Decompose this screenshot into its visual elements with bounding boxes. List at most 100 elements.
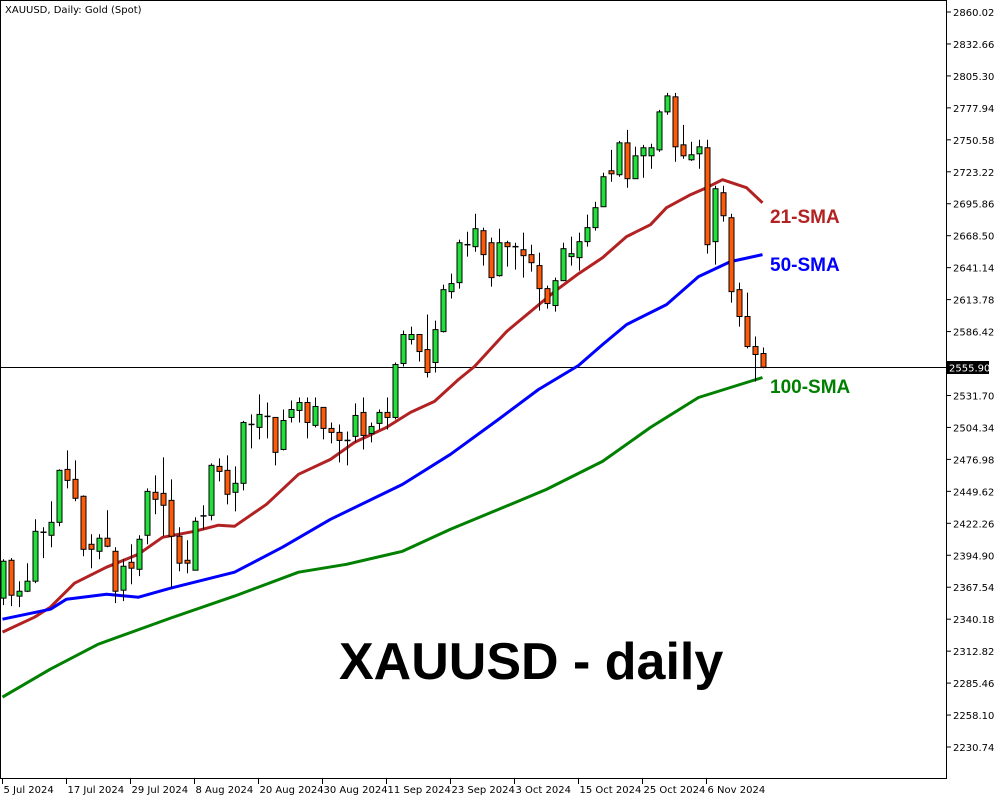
candle (640, 144, 647, 178)
candle (656, 109, 663, 152)
candle-body-bear (64, 468, 71, 481)
candle-body-bull (408, 334, 415, 341)
candle-body-bull (456, 242, 463, 284)
y-tick-label: 2777.94 (953, 104, 994, 115)
candle-body-bull (432, 329, 439, 364)
candle (392, 362, 399, 420)
candle (48, 501, 55, 548)
candle-body-bull (368, 425, 375, 434)
candle-body-bull (568, 253, 575, 258)
candle-body-bear (504, 242, 511, 248)
candle-body-bull (0, 560, 7, 599)
x-tick-label: 11 Sep 2024 (388, 785, 451, 796)
candle (344, 431, 351, 466)
candle (56, 469, 63, 527)
candle-body-bull (496, 242, 503, 277)
x-axis: 5 Jul 2024 17 Jul 2024 29 Jul 2024 8 Aug 20… (2, 779, 765, 796)
candle-body-bull (392, 364, 399, 418)
candle (152, 475, 159, 515)
candle-body-bear (88, 543, 95, 550)
candle (448, 273, 455, 299)
candle-body-bear (8, 559, 15, 596)
candle-body-bear (184, 559, 191, 564)
candle-body-bull (632, 155, 639, 180)
y-tick-label: 2641.14 (953, 264, 994, 275)
x-tick-label: 17 Jul 2024 (68, 785, 125, 796)
candle-body-bear (112, 550, 119, 592)
candle (32, 519, 39, 584)
sma-line-50-sma (2, 253, 763, 621)
candle (536, 252, 543, 311)
candle-body-bull (576, 241, 583, 259)
candle (568, 236, 575, 266)
candle (648, 143, 655, 169)
candle (672, 92, 679, 162)
candle-body-bull (616, 142, 623, 176)
candle (688, 141, 695, 161)
candle (504, 240, 511, 267)
candle (376, 409, 383, 430)
candle (608, 149, 615, 182)
x-tick-label: 23 Sep 2024 (452, 785, 515, 796)
candle-body-bear (80, 495, 87, 550)
y-tick-label: 2805.30 (953, 72, 994, 83)
candle (664, 92, 671, 115)
y-tick-label: 2312.82 (953, 647, 994, 658)
candle (720, 185, 727, 222)
candle (464, 231, 471, 257)
candle (440, 284, 447, 333)
candle-body-bull (56, 469, 63, 523)
candle (16, 581, 23, 608)
candle (280, 409, 287, 451)
candle (312, 397, 319, 428)
chart-title: XAUUSD, Daily: Gold (Spot) (5, 5, 142, 16)
candle (352, 403, 359, 443)
y-tick-label: 2285.46 (953, 679, 994, 690)
candle-body-bear (704, 147, 711, 246)
candle-body-bear (536, 265, 543, 290)
candle-body-bear (224, 469, 231, 495)
candle (72, 460, 79, 502)
y-tick-label: 2258.10 (953, 711, 994, 722)
candle (144, 488, 151, 545)
candle-body-bull (600, 176, 607, 208)
candle-body-bear (624, 142, 631, 180)
candle (240, 420, 247, 491)
candle (232, 466, 239, 512)
candle (424, 314, 431, 378)
candle-body-bull (648, 147, 655, 157)
candle (8, 558, 15, 607)
x-tick-label: 20 Aug 2024 (260, 785, 324, 796)
candle (592, 201, 599, 231)
candle-body-bull (24, 580, 31, 592)
candle-body-bull (592, 207, 599, 229)
candle-body-bull (472, 228, 479, 248)
candle (264, 402, 271, 439)
candle (128, 544, 135, 585)
candle (112, 547, 119, 604)
candle (704, 139, 711, 254)
y-tick-label: 2422.26 (953, 519, 994, 530)
candle (368, 422, 375, 443)
candle (384, 397, 391, 430)
candle-body-bear (728, 217, 735, 293)
candle (432, 320, 439, 373)
candle (400, 330, 407, 367)
candle-body-bull (280, 419, 287, 450)
y-tick-label: 2586.42 (953, 328, 994, 339)
y-axis: 2860.02 2832.66 2805.30 2777.94 2750.58 2723.… (946, 8, 994, 754)
candle-body-bull (376, 411, 383, 424)
candle (40, 527, 47, 559)
candle (560, 242, 567, 282)
y-tick-label: 2750.58 (953, 136, 994, 147)
candle-body-bull (240, 421, 247, 484)
candle-body-bear (104, 537, 111, 547)
candle-body-bull (144, 490, 151, 536)
candle-body-bear (744, 316, 751, 348)
candle-body-bear (488, 242, 495, 279)
y-tick-label: 2613.78 (953, 296, 994, 307)
candle-body-bear (424, 349, 431, 373)
y-tick-label: 2230.74 (953, 743, 994, 754)
x-tick-label: 30 Aug 2024 (324, 785, 388, 796)
candle-body-bear (520, 249, 527, 257)
